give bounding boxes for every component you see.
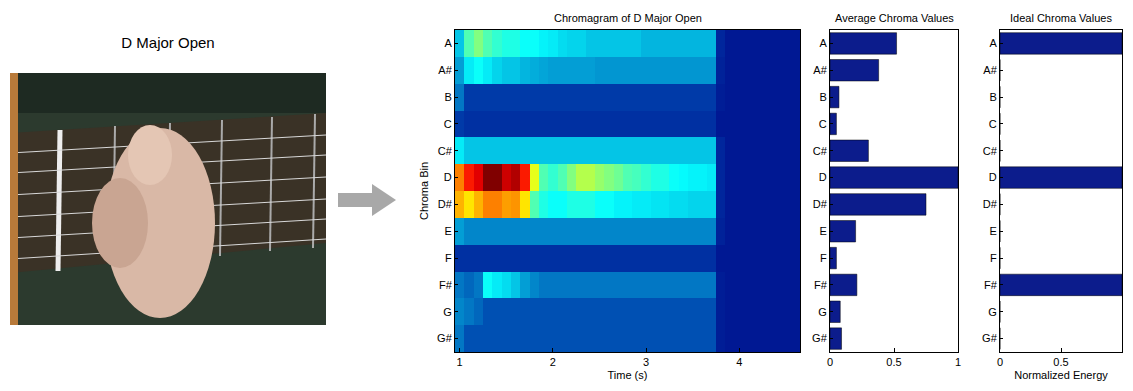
svg-text:0: 0	[997, 356, 1003, 368]
html-text:D Major Open: D Major Open	[121, 34, 215, 51]
svg-text:B: B	[989, 91, 996, 103]
svg-text:C: C	[444, 118, 452, 130]
svg-text:A: A	[444, 37, 452, 49]
svg-text:F#: F#	[984, 279, 998, 291]
svg-text:E: E	[989, 225, 996, 237]
svg-text:C: C	[819, 118, 827, 130]
svg-text:F: F	[990, 252, 997, 264]
svg-text:F: F	[445, 252, 452, 264]
svg-text:A: A	[989, 37, 997, 49]
svg-text:1: 1	[457, 356, 463, 368]
svg-text:G#: G#	[982, 332, 998, 344]
svg-text:G#: G#	[812, 332, 828, 344]
svg-text:E: E	[819, 225, 826, 237]
svg-text:F: F	[820, 252, 827, 264]
svg-text:Chromagram of D Major Open: Chromagram of D Major Open	[554, 12, 702, 24]
svg-text:Average Chroma Values: Average Chroma Values	[835, 12, 954, 24]
svg-text:1: 1	[955, 356, 961, 368]
svg-text:0: 0	[827, 356, 833, 368]
svg-text:Chroma Bin: Chroma Bin	[418, 162, 430, 220]
svg-text:0.5: 0.5	[886, 356, 901, 368]
svg-text:A#: A#	[438, 64, 452, 76]
svg-text:A: A	[819, 37, 827, 49]
svg-text:C#: C#	[813, 145, 828, 157]
svg-text:C#: C#	[983, 145, 998, 157]
svg-text:D#: D#	[983, 198, 998, 210]
svg-text:0.5: 0.5	[1053, 356, 1068, 368]
svg-text:G: G	[443, 306, 452, 318]
svg-text:C: C	[989, 118, 997, 130]
svg-text:A#: A#	[983, 64, 997, 76]
svg-text:G: G	[988, 306, 997, 318]
svg-text:3: 3	[643, 356, 649, 368]
svg-text:E: E	[444, 225, 451, 237]
svg-text:B: B	[819, 91, 826, 103]
svg-text:D#: D#	[438, 198, 453, 210]
svg-text:D: D	[819, 171, 827, 183]
svg-text:Normalized Energy: Normalized Energy	[1014, 369, 1108, 381]
svg-text:D: D	[989, 171, 997, 183]
svg-text:F#: F#	[439, 279, 453, 291]
svg-text:A#: A#	[813, 64, 827, 76]
svg-text:G#: G#	[437, 332, 453, 344]
svg-text:Ideal Chroma Values: Ideal Chroma Values	[1010, 12, 1112, 24]
svg-text:D#: D#	[813, 198, 828, 210]
svg-text:2: 2	[550, 356, 556, 368]
svg-text:B: B	[444, 91, 451, 103]
svg-text:F#: F#	[814, 279, 828, 291]
svg-text:G: G	[818, 306, 827, 318]
svg-text:C#: C#	[438, 145, 453, 157]
svg-text:D: D	[444, 171, 452, 183]
svg-text:Time (s): Time (s)	[608, 369, 648, 381]
svg-text:4: 4	[736, 356, 742, 368]
